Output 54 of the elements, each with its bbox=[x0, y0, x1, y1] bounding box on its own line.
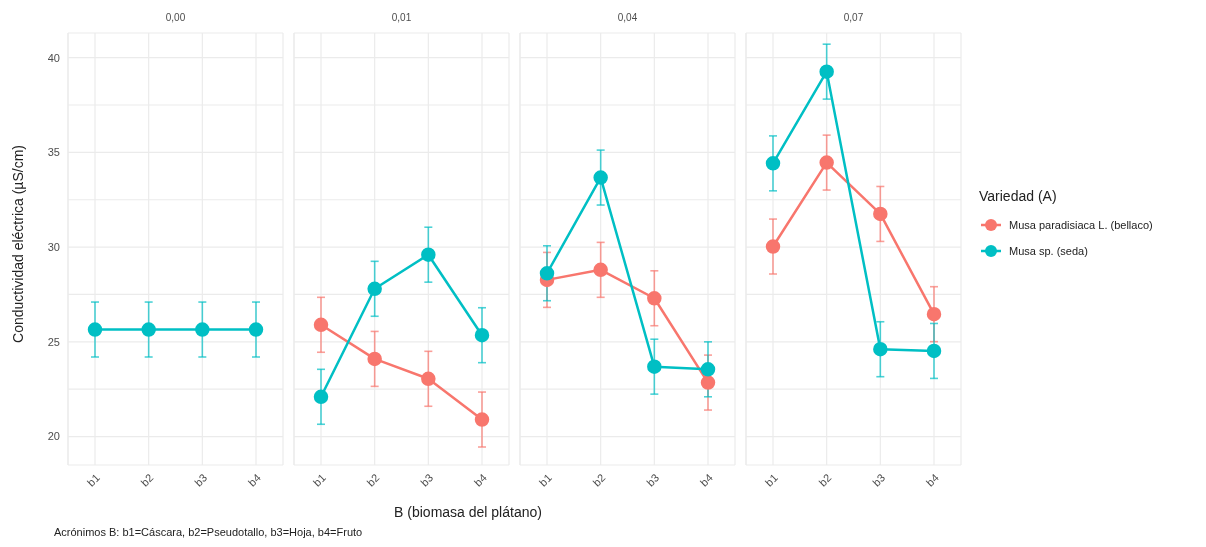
point bbox=[421, 247, 436, 262]
point bbox=[700, 375, 716, 390]
point bbox=[421, 371, 436, 387]
y-tick-label: 20 bbox=[47, 430, 60, 443]
point bbox=[765, 156, 781, 171]
y-tick-label: 40 bbox=[47, 51, 60, 64]
legend-label: Musa sp. (seda) bbox=[1009, 245, 1088, 257]
point bbox=[367, 351, 382, 367]
point bbox=[647, 359, 662, 374]
x-tick-label: b2 bbox=[138, 471, 156, 489]
x-tick-label: b3 bbox=[192, 471, 210, 489]
chart-title: 0,01 bbox=[390, 11, 413, 25]
point bbox=[313, 389, 329, 405]
point bbox=[873, 341, 888, 357]
x-tick-label: b4 bbox=[471, 471, 489, 489]
point bbox=[700, 362, 716, 377]
x-tick-label: b4 bbox=[697, 471, 715, 489]
y-tick-label: 25 bbox=[47, 335, 60, 348]
point bbox=[873, 206, 888, 222]
x-tick-label: b3 bbox=[644, 471, 662, 489]
point bbox=[313, 317, 329, 333]
chart-title: 0,00 bbox=[164, 11, 187, 25]
point bbox=[474, 412, 490, 427]
x-tick-label: b4 bbox=[923, 471, 941, 489]
point bbox=[593, 262, 608, 278]
point bbox=[647, 291, 662, 306]
legend-label: Musa paradisiaca L. (bellaco) bbox=[1009, 219, 1153, 231]
x-tick-label: b2 bbox=[590, 471, 608, 489]
x-tick-label: b3 bbox=[870, 471, 888, 489]
point bbox=[765, 239, 781, 254]
x-tick-label: b4 bbox=[245, 471, 263, 489]
point bbox=[367, 281, 382, 297]
x-tick-label: b1 bbox=[310, 471, 328, 489]
chart-title: 0,07 bbox=[842, 11, 865, 25]
x-tick-label: b2 bbox=[816, 471, 834, 489]
y-tick-label: 35 bbox=[47, 146, 60, 159]
chart-title: 0,04 bbox=[616, 11, 639, 25]
point bbox=[474, 327, 490, 343]
point bbox=[926, 343, 942, 359]
point bbox=[926, 306, 942, 322]
point bbox=[539, 266, 555, 281]
point bbox=[593, 170, 608, 185]
x-tick-label: b1 bbox=[762, 471, 780, 489]
legend-title: Variedad (A) bbox=[979, 188, 1058, 204]
y-tick-label: 30 bbox=[47, 241, 60, 254]
text: Acrónimos B: b1=Cáscara, b2=Pseudotallo, b3=Hoja, b4=Fruto bbox=[54, 526, 363, 538]
point bbox=[819, 155, 834, 170]
x-tick-label: b3 bbox=[418, 471, 436, 489]
x-axis-title: B (biomasa del plátano) bbox=[393, 504, 543, 520]
x-tick-label: b1 bbox=[84, 471, 102, 489]
point bbox=[819, 64, 834, 79]
y-axis-title: Conductividad eléctrica (µS/cm) bbox=[10, 145, 27, 343]
x-tick-label: b1 bbox=[536, 471, 554, 489]
x-tick-label: b2 bbox=[364, 471, 382, 489]
